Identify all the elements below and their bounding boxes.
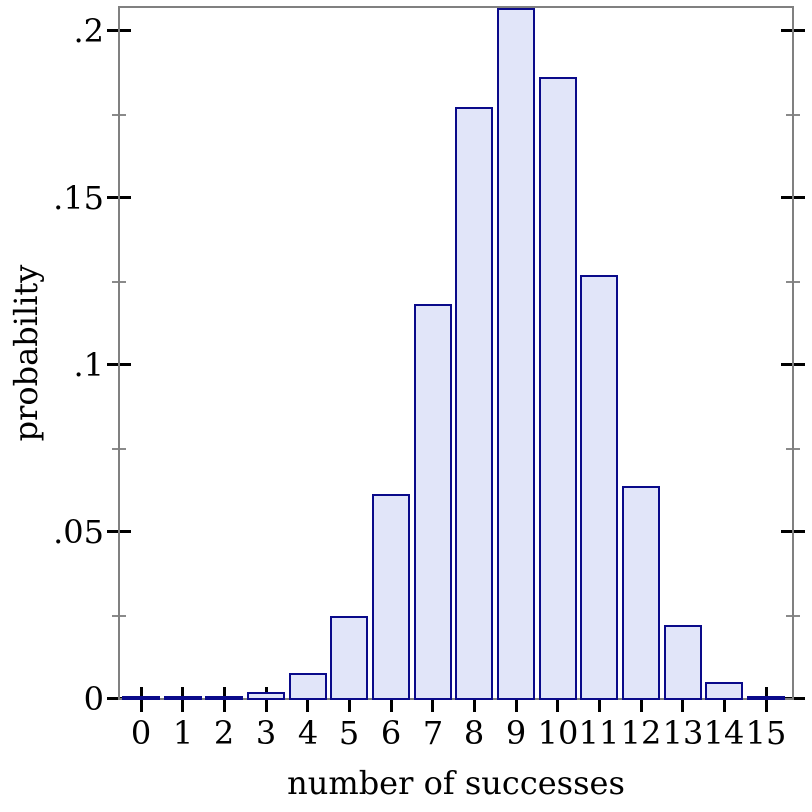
bar-11 [580,275,618,700]
x-tick-label: 2 [213,714,235,752]
x-tick-label: 8 [463,714,485,752]
y-tick-label: 0 [83,680,104,718]
y-tick-label: .1 [73,346,104,384]
bar-7 [414,304,452,700]
bar-10 [539,77,577,700]
bar-1 [164,696,202,700]
x-tick-label: 9 [505,714,527,752]
x-tick-label: 4 [297,714,319,752]
bar-12 [622,486,660,700]
bar-4 [289,673,327,700]
bar-5 [330,616,368,700]
x-axis-label: number of successes [287,764,625,802]
x-tick-label: 11 [578,714,620,752]
x-tick-label: 14 [703,714,745,752]
bar-8 [455,107,493,700]
x-tick-label: 1 [172,714,194,752]
x-tick-label: 0 [130,714,152,752]
y-tick-label: .2 [73,12,104,50]
x-tick-label: 3 [255,714,277,752]
bar-0 [122,696,160,700]
y-tick-label: .15 [53,179,104,217]
bar-9 [497,8,535,700]
x-tick-label: 7 [422,714,444,752]
x-tick-label: 12 [620,714,662,752]
bar-6 [372,494,410,700]
x-tick-label: 6 [380,714,402,752]
x-tick-label: 10 [537,714,579,752]
bar-3 [247,692,285,700]
y-tick-label: .05 [53,513,104,551]
x-tick-label: 13 [662,714,704,752]
bar-13 [664,625,702,700]
bar-14 [705,682,743,700]
x-tick-label: 15 [745,714,787,752]
bar-15 [747,696,785,700]
plot-area [118,6,794,700]
bar-2 [205,696,243,700]
x-tick-label: 5 [338,714,360,752]
